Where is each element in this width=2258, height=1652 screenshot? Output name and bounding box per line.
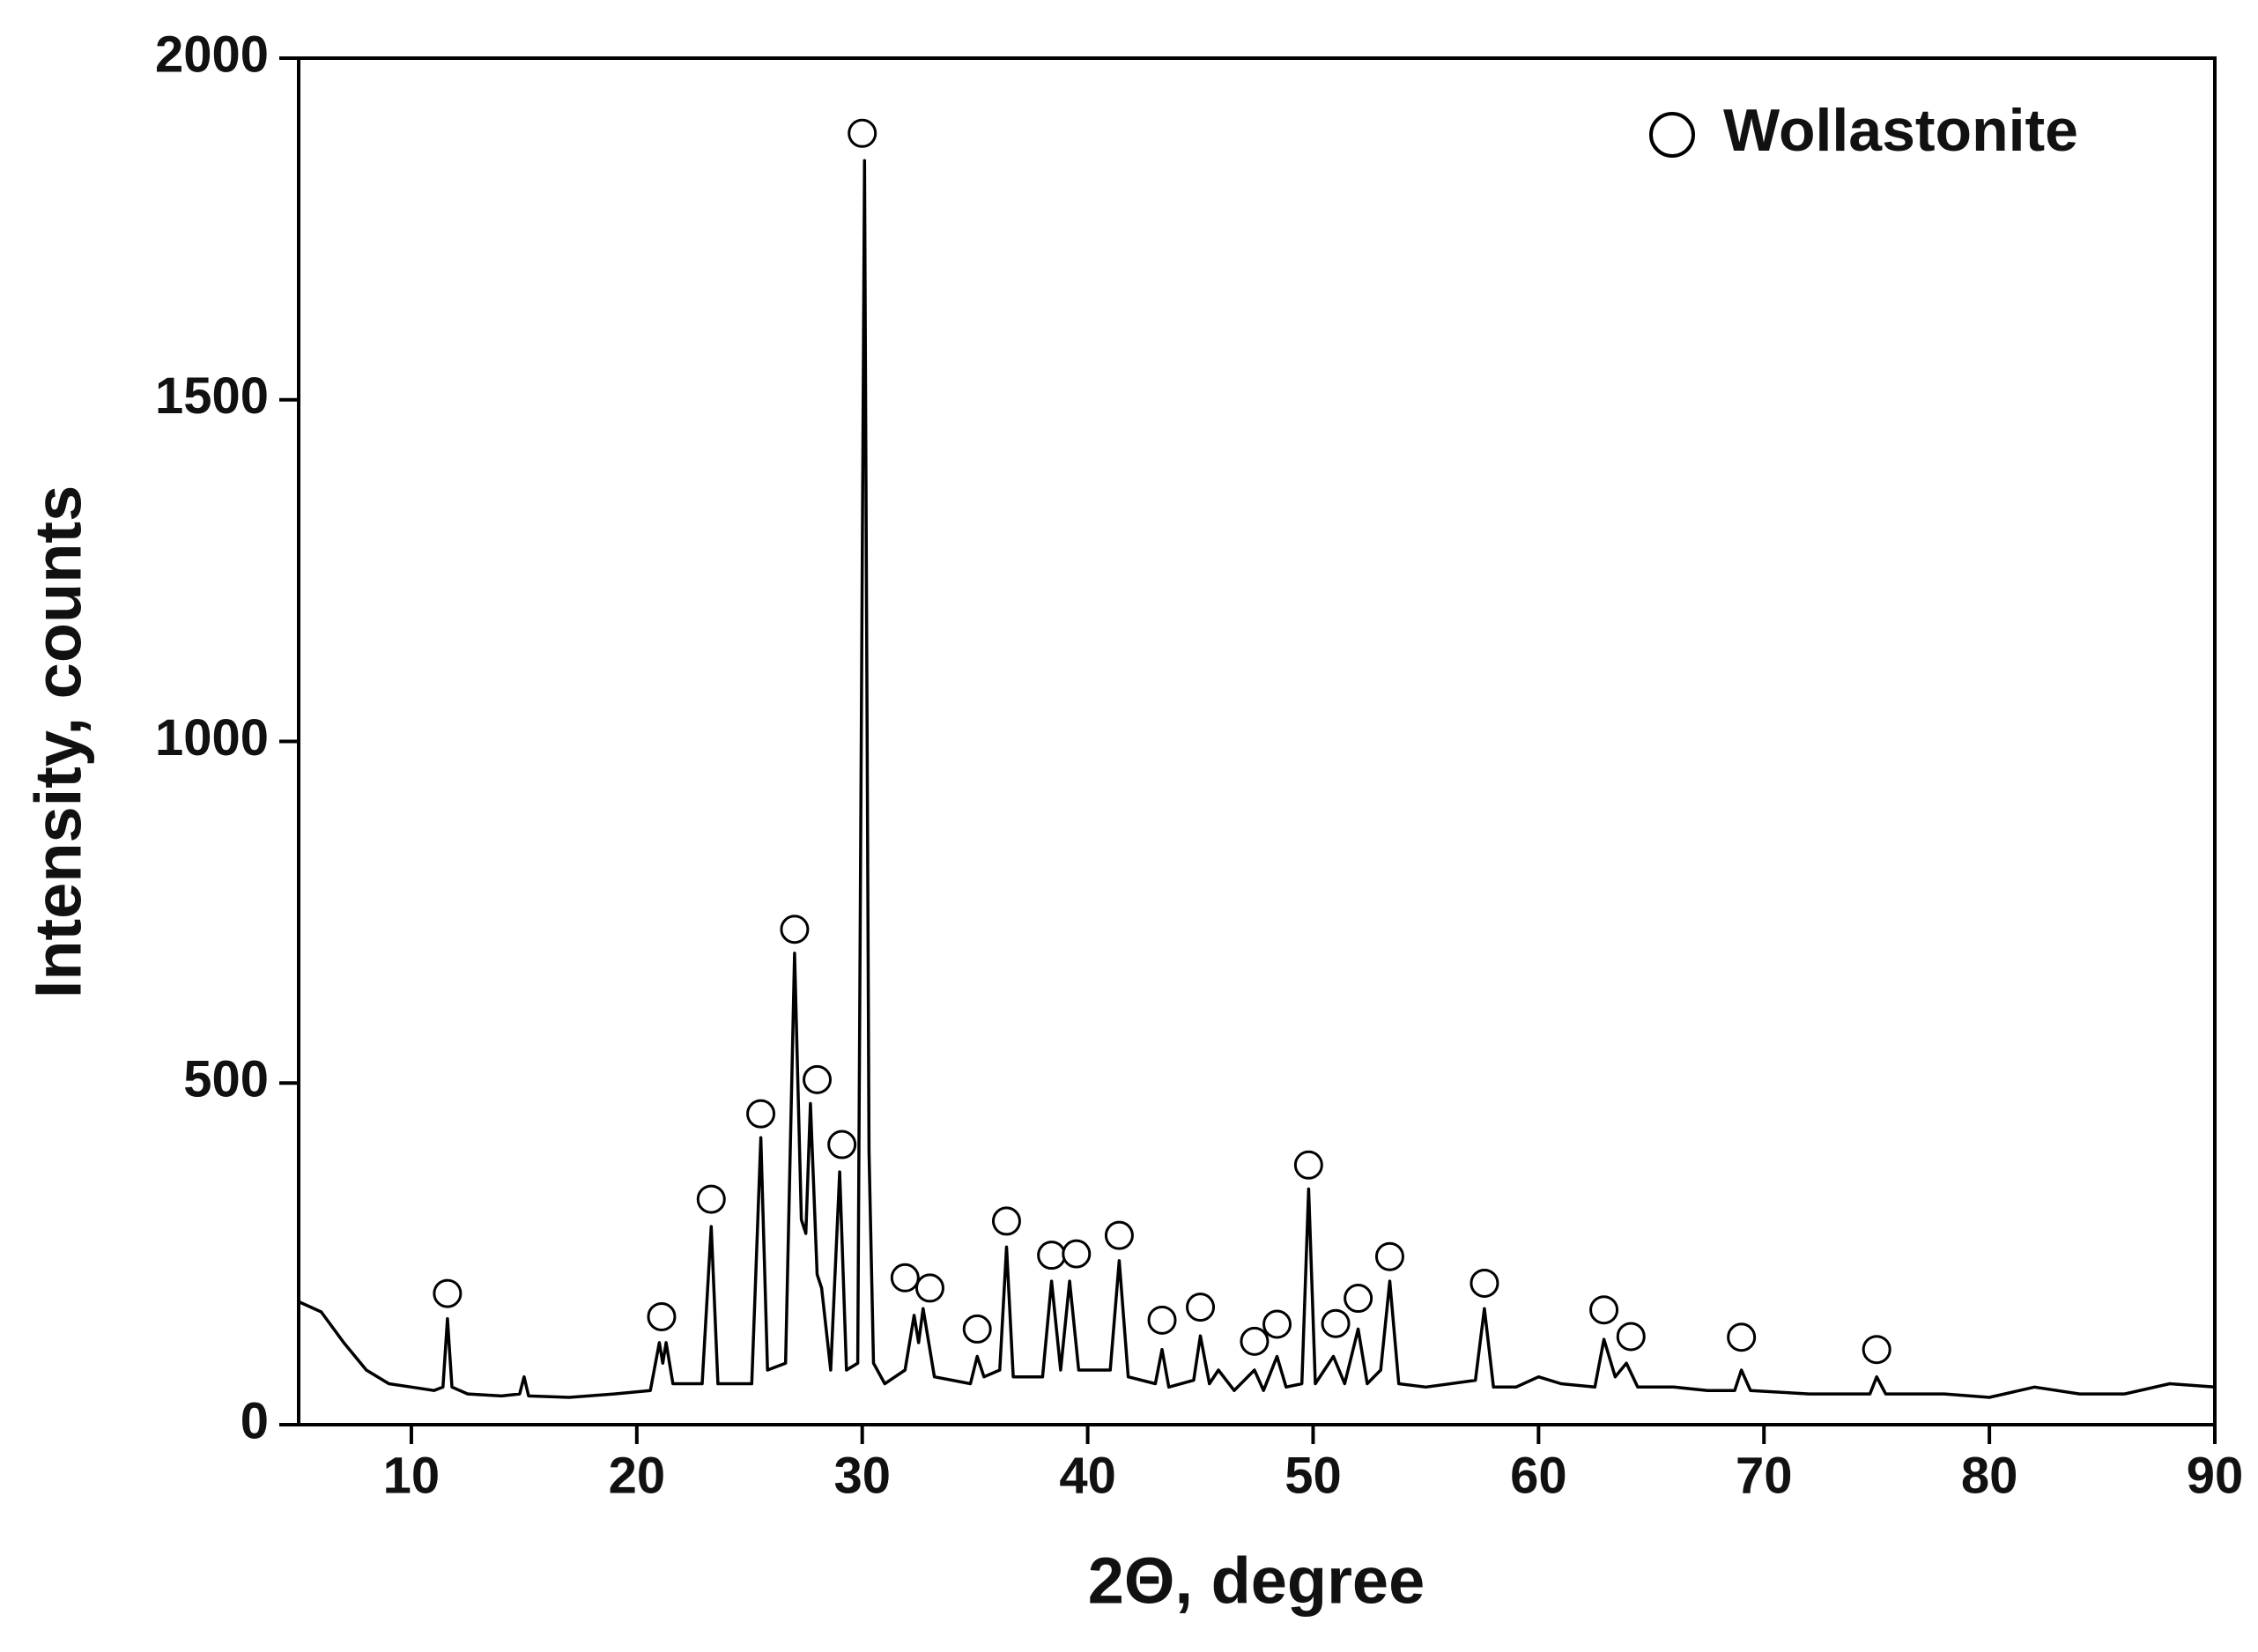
- peak-marker: [1589, 1295, 1619, 1325]
- y-axis-label: Intensity, counts: [22, 485, 95, 998]
- peak-marker: [1321, 1308, 1351, 1338]
- x-tick-label: 30: [833, 1447, 891, 1504]
- peak-marker: [433, 1278, 463, 1308]
- peak-marker: [1147, 1305, 1177, 1335]
- peak-marker: [1727, 1322, 1757, 1352]
- legend-marker: [1649, 112, 1695, 158]
- peak-marker: [1186, 1293, 1216, 1322]
- peak-marker: [1344, 1284, 1373, 1314]
- peak-marker: [647, 1301, 677, 1331]
- y-tick-label: 1000: [155, 709, 269, 767]
- x-tick-label: 70: [1736, 1447, 1793, 1504]
- peak-marker: [848, 118, 877, 148]
- peak-marker: [696, 1184, 726, 1214]
- peak-marker: [1470, 1268, 1499, 1298]
- peak-marker: [991, 1206, 1021, 1236]
- legend-label: Wollastonite: [1723, 97, 2078, 164]
- peak-marker: [827, 1130, 857, 1159]
- peak-marker: [1862, 1335, 1892, 1365]
- peak-marker: [1037, 1241, 1067, 1270]
- peak-marker: [890, 1263, 920, 1293]
- y-tick-label: 500: [183, 1051, 269, 1108]
- x-axis-label: 2Θ, degree: [1088, 1545, 1425, 1618]
- peak-marker: [1293, 1150, 1323, 1180]
- y-tick-label: 0: [241, 1392, 269, 1449]
- peak-marker: [1240, 1326, 1270, 1356]
- plot-frame: [297, 56, 2217, 1426]
- peak-marker: [914, 1273, 944, 1303]
- x-tick-label: 60: [1510, 1447, 1567, 1504]
- peak-marker: [746, 1099, 776, 1129]
- x-tick-label: 10: [383, 1447, 440, 1504]
- peak-marker: [1616, 1322, 1646, 1352]
- x-tick-label: 50: [1284, 1447, 1342, 1504]
- y-tick-label: 1500: [155, 367, 269, 425]
- xrd-pattern: [298, 159, 2216, 1399]
- peak-marker: [1104, 1220, 1134, 1250]
- x-tick-label: 40: [1059, 1447, 1116, 1504]
- peak-marker: [803, 1064, 833, 1094]
- x-tick-label: 90: [2187, 1447, 2244, 1504]
- y-tick-label: 2000: [155, 26, 269, 83]
- x-tick-label: 80: [1961, 1447, 2018, 1504]
- peak-marker: [1062, 1239, 1092, 1269]
- peak-marker: [1262, 1309, 1292, 1339]
- x-tick-label: 20: [609, 1447, 666, 1504]
- peak-marker: [962, 1314, 992, 1344]
- peak-marker: [780, 915, 810, 945]
- peak-marker: [1374, 1241, 1404, 1271]
